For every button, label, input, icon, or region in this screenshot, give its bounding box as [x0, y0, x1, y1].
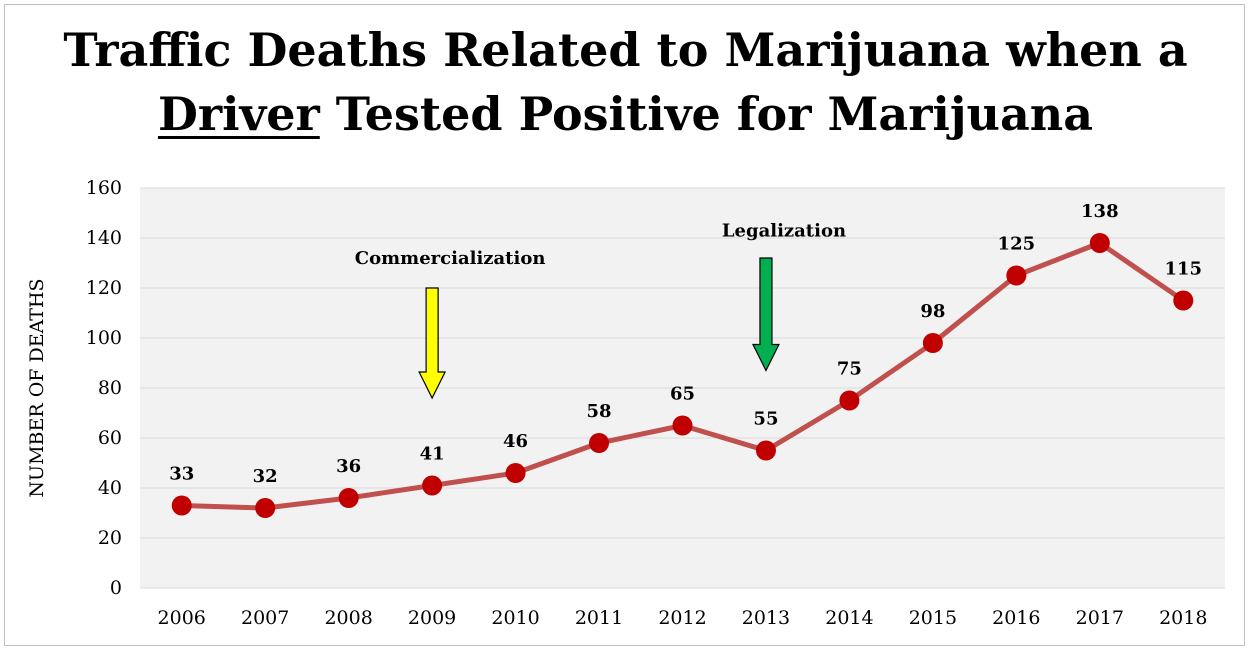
data-point: [839, 390, 860, 411]
data-label: 138: [1081, 201, 1119, 222]
data-labels: 33 32 36 41 46 58 65 55 75 98 125 138 115: [169, 201, 1202, 487]
y-tick-label: 60: [98, 427, 122, 449]
x-tick-label: 2013: [742, 607, 790, 629]
data-point: [1089, 233, 1110, 253]
x-tick-label: 2012: [658, 607, 706, 629]
x-tick-label: 2018: [1159, 607, 1207, 629]
annotation-arrow: [418, 287, 447, 400]
data-label: 55: [753, 409, 778, 430]
data-point: [1006, 265, 1027, 286]
x-tick-label: 2014: [825, 607, 873, 629]
x-tick-label: 2017: [1076, 607, 1124, 629]
data-point: [589, 433, 610, 453]
annotation-arrow: [751, 257, 780, 372]
data-label: 98: [920, 301, 945, 322]
y-tick-label: 0: [110, 577, 122, 599]
y-tick-label: 40: [98, 477, 122, 499]
data-label: 36: [336, 456, 361, 477]
y-tick-label: 140: [86, 227, 122, 249]
y-tick-label: 120: [86, 277, 122, 299]
annotation-label: Legalization: [722, 221, 846, 242]
y-tick-label: 20: [98, 527, 122, 549]
y-axis-ticks: 0 20 40 60 80 100 120 140 160: [86, 177, 122, 599]
x-tick-label: 2010: [491, 607, 539, 629]
x-tick-label: 2008: [324, 607, 372, 629]
data-label: 75: [837, 359, 862, 380]
chart-title: Traffic Deaths Related to Marijuana when…: [0, 18, 1251, 146]
data-point: [672, 415, 693, 436]
data-label: 32: [253, 466, 278, 487]
chart-title-underlined: Driver: [157, 87, 320, 141]
x-tick-label: 2015: [909, 607, 957, 629]
annotation-label: Commercialization: [355, 248, 546, 269]
y-tick-label: 160: [86, 177, 122, 199]
x-axis-ticks: 2006 2007 2008 2009 2010 2011 2012 2013 2014 2015…: [158, 607, 1208, 629]
x-tick-label: 2007: [241, 607, 289, 629]
chart-title-rest: Tested Positive for Marijuana: [335, 87, 1094, 141]
data-label: 115: [1164, 259, 1202, 280]
gridlines: [140, 187, 1225, 589]
data-point: [171, 495, 192, 516]
data-point: [255, 498, 276, 518]
data-point: [922, 333, 943, 353]
y-tick-label: 100: [86, 327, 122, 349]
data-points: [171, 233, 1194, 518]
data-point: [755, 440, 776, 461]
data-label: 46: [503, 431, 528, 452]
data-point: [338, 488, 359, 508]
x-tick-label: 2011: [575, 607, 623, 629]
x-tick-label: 2006: [158, 607, 206, 629]
chart-title-line1: Traffic Deaths Related to Marijuana when…: [63, 23, 1188, 77]
data-label: 33: [169, 464, 194, 485]
x-tick-label: 2009: [408, 607, 456, 629]
data-label: 125: [998, 234, 1036, 255]
chart-title-line2: Driver Tested Positive for Marijuana: [0, 82, 1251, 146]
x-tick-label: 2016: [992, 607, 1040, 629]
data-point: [422, 475, 443, 496]
data-label: 58: [587, 401, 612, 422]
y-tick-label: 80: [98, 377, 122, 399]
data-label: 65: [670, 384, 695, 405]
data-point: [505, 463, 526, 483]
data-label: 41: [420, 444, 445, 465]
y-axis-label: NUMBER OF DEATHS: [26, 278, 48, 497]
data-point: [1173, 290, 1194, 311]
annotations: Commercialization Legalization: [355, 221, 846, 400]
